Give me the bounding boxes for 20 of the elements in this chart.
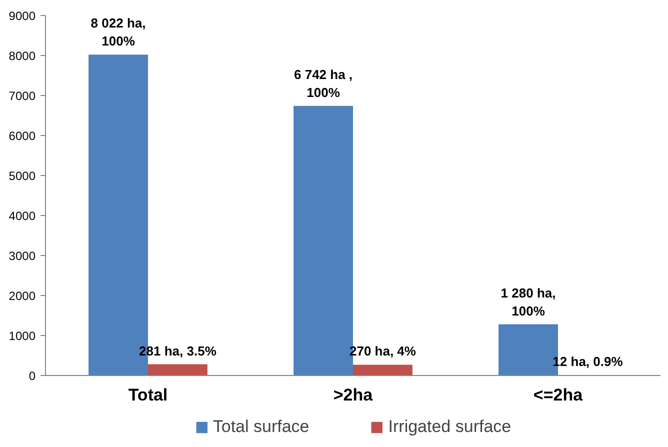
bar — [353, 364, 412, 376]
y-tick-label: 0 — [28, 369, 36, 383]
legend-label: Irrigated surface — [388, 417, 512, 437]
y-tick-label: 1000 — [8, 329, 36, 343]
y-tick-label: 8000 — [8, 49, 36, 63]
data-label: 1 280 ha, 100% — [500, 285, 556, 318]
data-label: 8 022 ha, 100% — [90, 16, 146, 49]
x-tick-label: Total — [128, 386, 168, 404]
x-tick-label: >2ha — [333, 386, 374, 404]
y-tick-label: 2000 — [8, 289, 36, 303]
legend-label: Total surface — [212, 417, 310, 437]
y-tick-label: 3000 — [8, 249, 36, 263]
y-tick-label: 9000 — [8, 9, 36, 23]
x-tick-label: <=2ha — [533, 386, 584, 404]
bar — [148, 364, 208, 376]
y-tick-label: 5000 — [8, 169, 36, 183]
data-label: 6 742 ha , 100% — [294, 66, 353, 100]
y-tick-label: 7000 — [8, 89, 36, 103]
y-tick-label: 4000 — [8, 209, 36, 223]
y-tick-label: 6000 — [8, 129, 36, 143]
